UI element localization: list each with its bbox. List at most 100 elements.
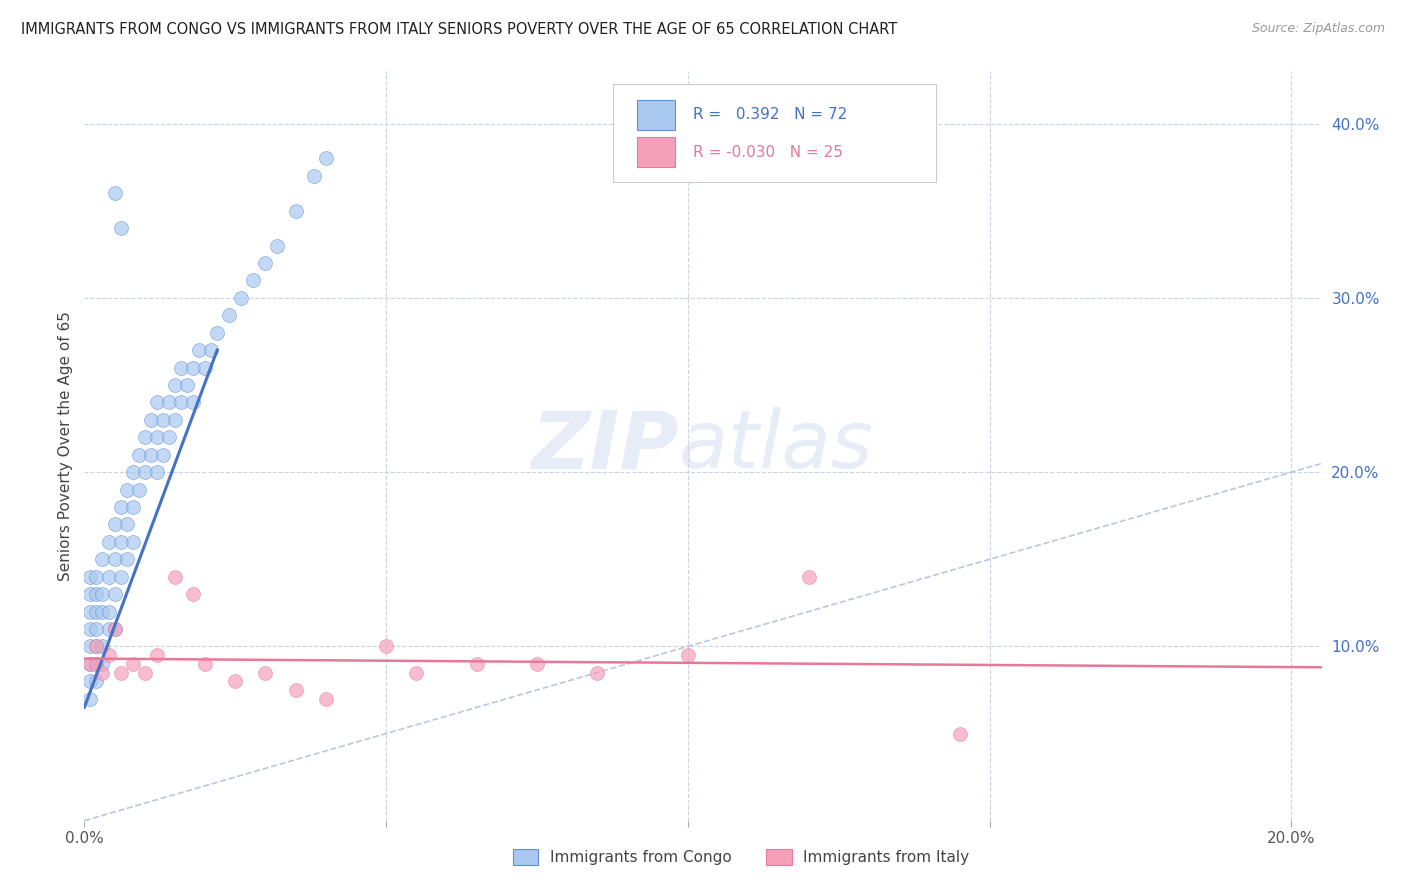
Point xyxy=(139,448,162,462)
Point xyxy=(86,587,108,601)
Point xyxy=(948,726,970,740)
Point xyxy=(121,534,143,549)
Point xyxy=(176,378,198,392)
Point xyxy=(375,640,398,654)
Point xyxy=(110,665,132,680)
Point xyxy=(254,256,277,270)
Point xyxy=(139,413,162,427)
Point xyxy=(157,395,180,409)
Point xyxy=(205,326,228,340)
Point xyxy=(97,648,120,662)
Point xyxy=(526,657,548,671)
Point xyxy=(586,665,609,680)
Text: R = -0.030   N = 25: R = -0.030 N = 25 xyxy=(693,145,844,160)
Point xyxy=(86,674,108,689)
FancyBboxPatch shape xyxy=(637,100,675,130)
Point xyxy=(91,640,114,654)
Point xyxy=(110,500,132,514)
Point xyxy=(91,552,114,566)
Point xyxy=(152,413,174,427)
Point xyxy=(315,691,337,706)
Point xyxy=(79,622,101,636)
Point xyxy=(194,360,217,375)
Point xyxy=(79,587,101,601)
Point xyxy=(284,203,307,218)
Point xyxy=(79,605,101,619)
Point xyxy=(86,605,108,619)
Point xyxy=(128,483,150,497)
Point xyxy=(152,448,174,462)
Point xyxy=(79,570,101,584)
Point xyxy=(110,570,132,584)
Text: ZIP: ZIP xyxy=(531,407,678,485)
Point xyxy=(266,238,288,252)
Point xyxy=(115,552,138,566)
Point xyxy=(79,674,101,689)
Point xyxy=(170,360,193,375)
Point xyxy=(146,430,169,444)
Point xyxy=(115,517,138,532)
Point xyxy=(103,587,125,601)
Point xyxy=(134,665,156,680)
Point xyxy=(91,605,114,619)
Point xyxy=(146,465,169,479)
Text: atlas: atlas xyxy=(678,407,873,485)
Point xyxy=(91,587,114,601)
Point xyxy=(231,291,253,305)
Point xyxy=(121,657,143,671)
Point xyxy=(110,534,132,549)
Point xyxy=(79,640,101,654)
Point xyxy=(115,483,138,497)
Point xyxy=(676,648,699,662)
Point xyxy=(86,640,108,654)
Point xyxy=(103,622,125,636)
Point xyxy=(97,605,120,619)
Point xyxy=(91,665,114,680)
Point xyxy=(284,682,307,697)
Point xyxy=(134,430,156,444)
FancyBboxPatch shape xyxy=(637,137,675,168)
Point xyxy=(91,657,114,671)
Point xyxy=(128,448,150,462)
Point xyxy=(134,465,156,479)
Point xyxy=(121,500,143,514)
Text: Immigrants from Italy: Immigrants from Italy xyxy=(803,850,969,864)
Point xyxy=(181,395,204,409)
Point xyxy=(170,395,193,409)
Point xyxy=(146,395,169,409)
Point xyxy=(86,640,108,654)
Y-axis label: Seniors Poverty Over the Age of 65: Seniors Poverty Over the Age of 65 xyxy=(58,311,73,581)
Point xyxy=(79,657,101,671)
Point xyxy=(242,273,264,287)
Point xyxy=(163,378,186,392)
Point xyxy=(200,343,222,358)
Point xyxy=(465,657,488,671)
Text: Immigrants from Congo: Immigrants from Congo xyxy=(550,850,731,864)
Point xyxy=(157,430,180,444)
Text: Source: ZipAtlas.com: Source: ZipAtlas.com xyxy=(1251,22,1385,36)
Point xyxy=(188,343,211,358)
Point xyxy=(103,517,125,532)
Text: IMMIGRANTS FROM CONGO VS IMMIGRANTS FROM ITALY SENIORS POVERTY OVER THE AGE OF 6: IMMIGRANTS FROM CONGO VS IMMIGRANTS FROM… xyxy=(21,22,897,37)
Point xyxy=(224,674,246,689)
Point xyxy=(86,657,108,671)
Point xyxy=(103,622,125,636)
Point xyxy=(110,221,132,235)
Point xyxy=(103,552,125,566)
Point xyxy=(405,665,427,680)
Point xyxy=(97,622,120,636)
Point xyxy=(86,622,108,636)
Point xyxy=(97,570,120,584)
Text: R =   0.392   N = 72: R = 0.392 N = 72 xyxy=(693,107,848,122)
Point xyxy=(97,534,120,549)
Point xyxy=(146,648,169,662)
FancyBboxPatch shape xyxy=(613,84,935,182)
Point xyxy=(86,657,108,671)
Point xyxy=(797,570,820,584)
Point xyxy=(218,308,240,322)
Point xyxy=(163,570,186,584)
Point xyxy=(79,691,101,706)
Point xyxy=(302,169,325,183)
Point xyxy=(163,413,186,427)
Point xyxy=(103,186,125,201)
